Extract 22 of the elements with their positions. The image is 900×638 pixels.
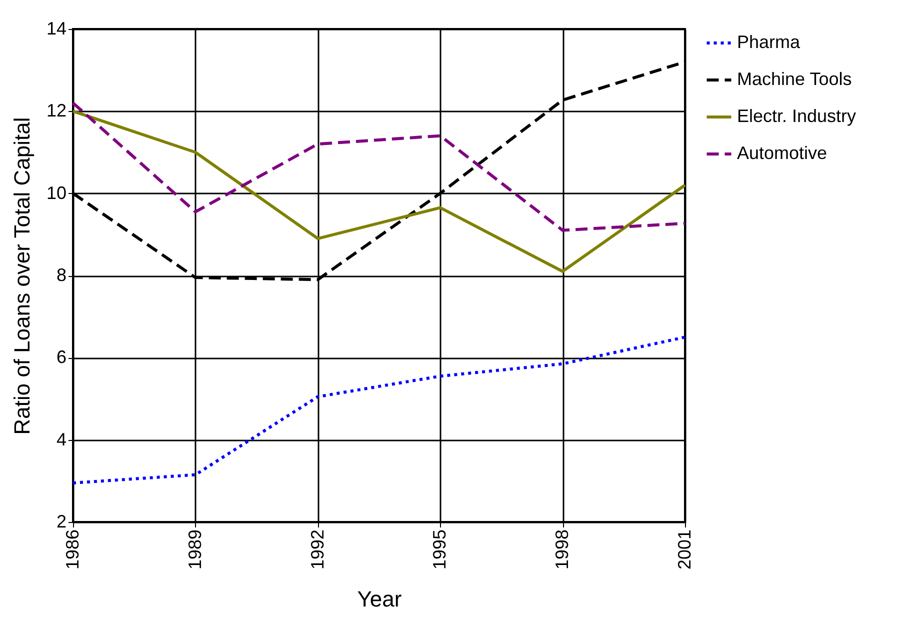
y-tick-label: 6 bbox=[56, 347, 66, 368]
legend-label: Machine Tools bbox=[737, 69, 852, 89]
line-series bbox=[72, 101, 686, 232]
x-tick-label: 1989 bbox=[184, 530, 205, 570]
x-tick-label: 2001 bbox=[674, 530, 694, 570]
legend-label: Electr. Industry bbox=[737, 106, 856, 126]
x-tick-label: 1995 bbox=[430, 530, 450, 570]
y-tick-label: 14 bbox=[46, 18, 66, 38]
x-tick-label: 1998 bbox=[552, 530, 572, 570]
y-tick-label: 10 bbox=[46, 182, 66, 203]
y-tick-label: 2 bbox=[56, 512, 66, 532]
x-axis-title: Year bbox=[357, 586, 402, 612]
y-axis-title: Ratio of Loans over Total Capital bbox=[9, 117, 34, 435]
legend-label: Automotive bbox=[737, 143, 828, 163]
y-tick-label: 8 bbox=[56, 265, 66, 285]
x-tick-label: 1986 bbox=[62, 530, 82, 570]
legend-label: Pharma bbox=[737, 32, 802, 52]
x-tick-label: 1992 bbox=[307, 530, 328, 570]
y-tick-label: 4 bbox=[56, 429, 66, 450]
y-tick-label: 12 bbox=[46, 100, 66, 121]
line-series bbox=[72, 336, 686, 484]
line-series bbox=[72, 110, 686, 273]
